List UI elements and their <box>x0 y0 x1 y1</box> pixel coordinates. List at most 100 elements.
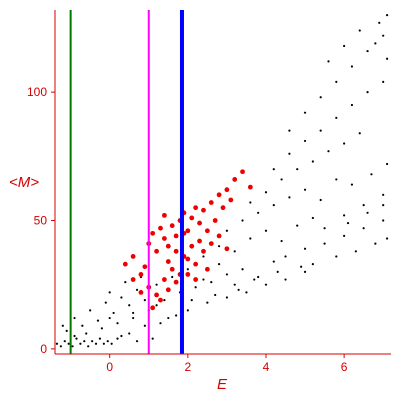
data-point <box>194 286 197 289</box>
axes: 0 2 4 6 0 50 100 <box>27 10 391 374</box>
data-point <box>303 139 307 143</box>
data-point <box>112 311 115 315</box>
data-point <box>185 256 191 262</box>
data-point <box>151 337 154 340</box>
data-point <box>102 342 105 345</box>
data-point <box>87 345 90 348</box>
data-point <box>85 332 88 335</box>
data-point <box>257 275 260 279</box>
data-point <box>173 279 179 285</box>
data-point <box>120 296 123 299</box>
data-point <box>366 49 369 53</box>
data-point <box>158 297 163 303</box>
data-point <box>128 304 131 307</box>
data-point <box>210 281 213 284</box>
data-point <box>159 322 162 325</box>
data-point <box>165 243 171 249</box>
data-point <box>225 296 229 299</box>
data-point <box>130 254 136 259</box>
data-point <box>63 340 66 343</box>
data-point <box>135 288 139 291</box>
data-point <box>272 204 275 207</box>
data-point <box>366 211 369 214</box>
data-point <box>110 342 113 345</box>
data-point <box>171 275 174 279</box>
data-point <box>374 42 377 45</box>
data-point <box>155 304 158 307</box>
data-point <box>303 111 307 114</box>
data-point <box>186 268 189 271</box>
data-point <box>59 345 62 348</box>
data-point <box>264 191 268 194</box>
data-point <box>284 278 287 281</box>
data-point <box>116 337 119 340</box>
data-point <box>300 265 303 268</box>
data-point <box>158 225 163 231</box>
data-point <box>65 329 68 332</box>
data-point <box>154 248 159 254</box>
data-point <box>91 340 94 343</box>
data-point <box>327 60 330 63</box>
data-point <box>303 270 307 273</box>
data-point <box>217 245 221 248</box>
data-point <box>130 277 136 282</box>
data-point <box>264 229 268 232</box>
data-point <box>237 288 240 291</box>
data-point <box>185 272 191 277</box>
data-point <box>132 316 135 320</box>
data-point <box>73 334 76 338</box>
data-point <box>385 237 389 240</box>
data-point <box>173 233 179 239</box>
data-point <box>193 277 199 282</box>
data-point <box>217 263 221 266</box>
data-point <box>370 173 373 176</box>
data-point <box>343 44 346 48</box>
data-point <box>343 214 346 217</box>
data-point <box>366 91 369 94</box>
data-point <box>288 152 291 155</box>
data-point <box>143 324 146 327</box>
data-point <box>228 197 234 203</box>
data-point <box>89 309 92 312</box>
data-point <box>233 283 236 286</box>
data-point <box>208 241 214 247</box>
data-point <box>186 309 189 312</box>
data-point <box>204 266 210 272</box>
data-point <box>303 188 307 191</box>
data-point <box>122 261 128 267</box>
data-point <box>165 259 171 264</box>
data-point <box>167 316 170 320</box>
data-point <box>216 192 222 198</box>
data-point <box>225 273 229 276</box>
data-point <box>382 219 385 222</box>
series-1 <box>55 14 389 348</box>
data-point <box>116 322 119 325</box>
data-point <box>350 65 354 68</box>
data-point <box>374 242 377 245</box>
data-point <box>241 268 244 271</box>
data-point <box>71 345 74 348</box>
data-point <box>169 266 175 272</box>
data-point <box>190 298 193 302</box>
data-point <box>245 291 248 294</box>
data-point <box>202 255 205 258</box>
data-point <box>98 337 102 340</box>
data-point <box>120 334 123 338</box>
data-point <box>335 116 338 119</box>
data-point <box>193 261 199 267</box>
data-point <box>150 305 156 311</box>
plot-area <box>55 10 389 354</box>
data-point <box>346 221 350 225</box>
data-point <box>249 201 252 204</box>
data-point <box>75 337 78 340</box>
data-point <box>343 234 346 238</box>
data-point <box>135 340 139 343</box>
data-point <box>253 278 256 281</box>
y-axis-label: <M> <box>9 174 39 191</box>
data-point <box>249 237 252 240</box>
data-point <box>358 29 361 32</box>
data-point <box>197 220 202 226</box>
data-point <box>81 324 84 327</box>
data-point <box>83 340 86 343</box>
